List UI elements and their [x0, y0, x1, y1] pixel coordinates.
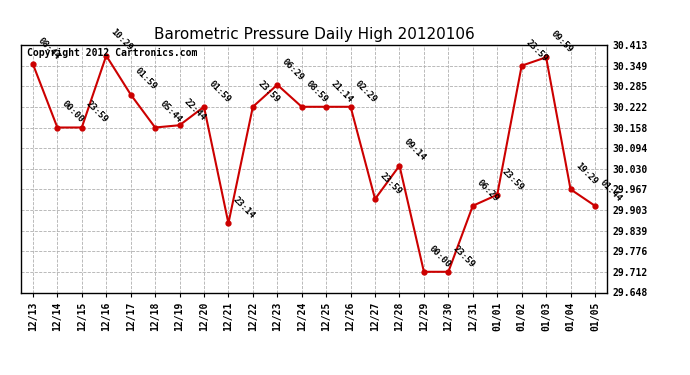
Text: 19:29: 19:29 [573, 161, 599, 186]
Text: 23:59: 23:59 [500, 166, 525, 192]
Text: 22:44: 22:44 [182, 97, 208, 123]
Text: 21:14: 21:14 [329, 79, 354, 104]
Title: Barometric Pressure Daily High 20120106: Barometric Pressure Daily High 20120106 [154, 27, 474, 42]
Text: 00:00: 00:00 [60, 99, 86, 125]
Text: 10:29: 10:29 [109, 27, 135, 53]
Text: 23:59: 23:59 [524, 38, 550, 63]
Text: 05:44: 05:44 [158, 99, 184, 125]
Text: 00:00: 00:00 [426, 244, 452, 269]
Text: 23:59: 23:59 [85, 99, 110, 125]
Text: 23:59: 23:59 [255, 79, 281, 104]
Text: 09:59: 09:59 [549, 29, 574, 54]
Text: 08:44: 08:44 [36, 36, 61, 61]
Text: 23:59: 23:59 [451, 244, 477, 269]
Text: 23:59: 23:59 [378, 171, 403, 196]
Text: 01:59: 01:59 [133, 66, 159, 92]
Text: 06:29: 06:29 [475, 178, 501, 203]
Text: 01:44: 01:44 [598, 178, 623, 203]
Text: 09:14: 09:14 [402, 138, 428, 163]
Text: 23:14: 23:14 [231, 195, 257, 220]
Text: 08:59: 08:59 [304, 79, 330, 104]
Text: Copyright 2012 Cartronics.com: Copyright 2012 Cartronics.com [26, 48, 197, 57]
Text: 06:29: 06:29 [280, 57, 306, 82]
Text: 02:29: 02:29 [353, 79, 379, 104]
Text: 01:59: 01:59 [207, 79, 232, 104]
